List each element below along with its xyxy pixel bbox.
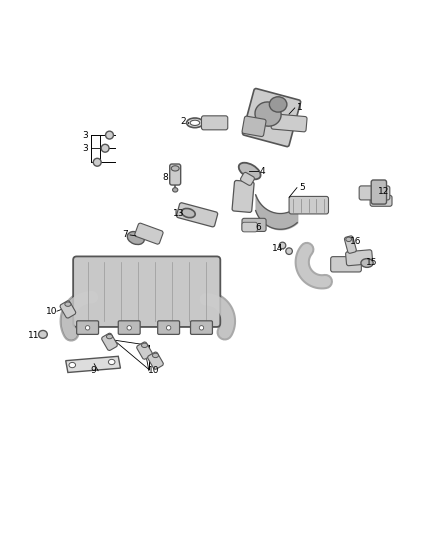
Text: 10: 10 <box>148 366 160 375</box>
Text: 6: 6 <box>255 223 261 231</box>
Text: 9: 9 <box>90 366 96 375</box>
FancyBboxPatch shape <box>243 88 300 147</box>
FancyBboxPatch shape <box>73 256 220 327</box>
FancyBboxPatch shape <box>346 250 373 265</box>
Ellipse shape <box>141 343 148 348</box>
FancyBboxPatch shape <box>60 301 76 318</box>
Ellipse shape <box>190 120 200 125</box>
FancyBboxPatch shape <box>201 116 228 130</box>
FancyBboxPatch shape <box>240 172 254 185</box>
Ellipse shape <box>166 326 171 330</box>
FancyBboxPatch shape <box>271 114 307 132</box>
FancyBboxPatch shape <box>135 223 163 244</box>
FancyBboxPatch shape <box>242 222 257 232</box>
FancyBboxPatch shape <box>242 219 266 231</box>
Ellipse shape <box>65 302 71 306</box>
Text: 3: 3 <box>82 144 88 153</box>
Text: 12: 12 <box>378 187 389 196</box>
Text: 13: 13 <box>173 209 184 219</box>
FancyBboxPatch shape <box>158 321 180 334</box>
Ellipse shape <box>93 158 101 166</box>
Ellipse shape <box>39 330 47 338</box>
Text: 10: 10 <box>46 306 57 316</box>
Text: 8: 8 <box>162 173 169 182</box>
Text: 14: 14 <box>272 245 284 254</box>
Ellipse shape <box>127 326 131 330</box>
Ellipse shape <box>106 131 113 139</box>
FancyBboxPatch shape <box>77 321 99 334</box>
FancyBboxPatch shape <box>359 186 390 200</box>
Text: 5: 5 <box>299 183 305 192</box>
Ellipse shape <box>171 166 179 171</box>
Ellipse shape <box>109 359 115 365</box>
FancyBboxPatch shape <box>102 333 117 351</box>
FancyBboxPatch shape <box>118 321 140 334</box>
FancyBboxPatch shape <box>148 352 163 369</box>
Ellipse shape <box>255 102 281 126</box>
Text: 7: 7 <box>122 230 128 239</box>
Ellipse shape <box>85 326 90 330</box>
FancyBboxPatch shape <box>191 321 212 334</box>
Ellipse shape <box>181 208 195 217</box>
Ellipse shape <box>173 188 178 192</box>
FancyBboxPatch shape <box>170 164 180 185</box>
Ellipse shape <box>106 334 113 339</box>
Ellipse shape <box>101 144 109 152</box>
Ellipse shape <box>199 326 204 330</box>
FancyBboxPatch shape <box>371 180 387 204</box>
Polygon shape <box>66 356 120 373</box>
Ellipse shape <box>346 237 351 241</box>
Ellipse shape <box>187 118 203 128</box>
Ellipse shape <box>269 97 287 112</box>
Ellipse shape <box>127 231 144 245</box>
Text: 2: 2 <box>180 117 186 126</box>
Ellipse shape <box>69 362 76 368</box>
FancyBboxPatch shape <box>331 257 361 272</box>
FancyBboxPatch shape <box>242 116 266 136</box>
Ellipse shape <box>279 242 286 249</box>
FancyBboxPatch shape <box>232 181 254 212</box>
Ellipse shape <box>286 248 293 254</box>
Ellipse shape <box>239 163 261 179</box>
Text: 1: 1 <box>297 103 303 112</box>
FancyBboxPatch shape <box>370 195 392 206</box>
Text: 4: 4 <box>260 166 265 175</box>
Ellipse shape <box>361 259 373 268</box>
Text: 15: 15 <box>366 259 377 268</box>
FancyBboxPatch shape <box>177 203 218 227</box>
Text: 11: 11 <box>28 331 40 340</box>
FancyBboxPatch shape <box>344 236 357 253</box>
Text: 3: 3 <box>82 131 88 140</box>
FancyBboxPatch shape <box>289 197 328 214</box>
Ellipse shape <box>152 353 159 358</box>
FancyBboxPatch shape <box>137 342 152 359</box>
Text: 16: 16 <box>350 237 361 246</box>
